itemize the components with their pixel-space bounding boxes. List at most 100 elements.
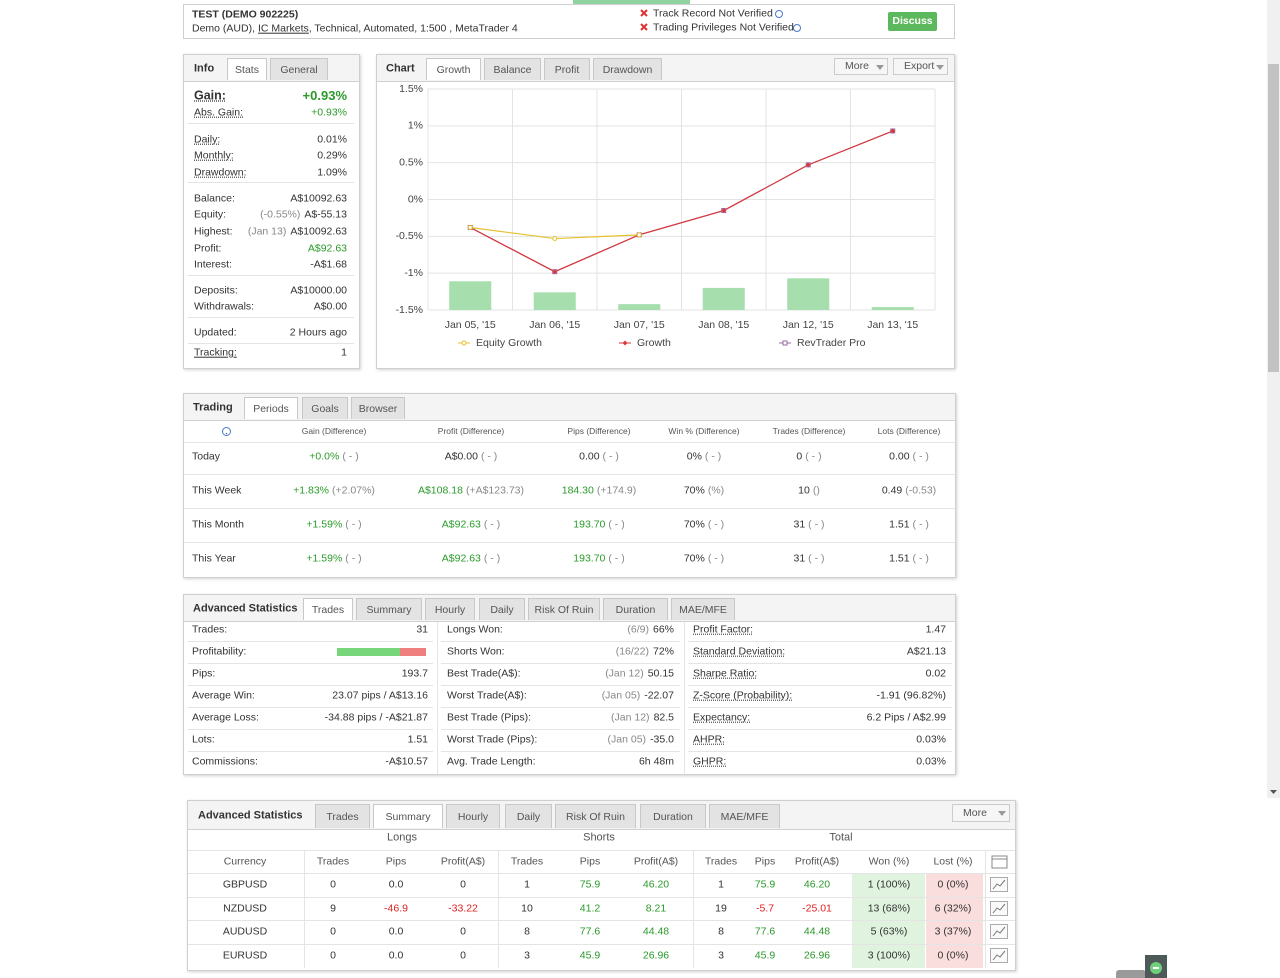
tab[interactable]: Hourly: [446, 804, 500, 828]
discuss-button[interactable]: Discuss: [888, 12, 937, 31]
period-cell: 31( - ): [793, 553, 824, 566]
tab[interactable]: Browser: [351, 397, 405, 419]
info-label: Updated:: [194, 326, 237, 339]
cell-diff: ( - ): [483, 552, 501, 565]
column-header: Pips (Difference): [567, 425, 631, 436]
stat-label: Avg. Trade Length:: [447, 755, 536, 768]
cell-value: 1.51: [889, 552, 910, 565]
tab[interactable]: Trades: [303, 598, 353, 620]
tab[interactable]: Hourly: [425, 598, 475, 620]
chat-button[interactable]: [1145, 955, 1167, 978]
help-icon[interactable]: [221, 426, 232, 437]
tab[interactable]: Summary: [356, 598, 422, 620]
column-header: Trades: [704, 855, 738, 868]
cell-diff: (+2.07%): [332, 484, 375, 497]
info-value: 0.29%: [317, 150, 347, 163]
tab[interactable]: General: [270, 58, 328, 80]
row-chart-icon[interactable]: [990, 947, 1008, 963]
stat-number: 1.47: [925, 623, 946, 636]
tab[interactable]: Summary: [373, 804, 443, 828]
info-value: 0.01%: [317, 134, 347, 147]
summary-cell: -5.7: [755, 902, 775, 915]
tab[interactable]: Duration: [640, 804, 706, 828]
row-chart-icon[interactable]: [990, 900, 1008, 916]
scroll-down[interactable]: [1268, 787, 1279, 797]
tab[interactable]: MAE/MFE: [671, 598, 735, 620]
separator: [188, 343, 354, 344]
info-label: Monthly:: [194, 149, 234, 162]
summary-cell: 1: [718, 878, 724, 891]
info-value: (-0.55%) A$-55.13: [260, 209, 347, 222]
point: [467, 224, 473, 230]
tab[interactable]: Daily: [479, 598, 525, 620]
summary-cell: 45.9: [754, 949, 776, 962]
tab[interactable]: Balance: [484, 58, 541, 80]
separator: [188, 685, 433, 686]
menu-button[interactable]: More: [834, 58, 888, 75]
legend-label: RevTrader Pro: [797, 337, 866, 349]
info-number: A$10000.00: [290, 284, 347, 297]
info-number: A$-55.13: [304, 208, 347, 221]
scrollbar-thumb[interactable]: [1268, 64, 1279, 372]
stat-note: (Jan 05): [607, 733, 647, 746]
column-header: Profit (Difference): [437, 425, 505, 436]
broker-link[interactable]: IC Markets: [258, 22, 309, 35]
stat-value: (Jan 05) -35.0: [608, 734, 674, 747]
cell-value: A$0.00: [444, 450, 478, 463]
info-number: +0.93%: [302, 88, 347, 104]
separator: [985, 850, 986, 968]
summary-cell: 0: [330, 949, 336, 962]
tab[interactable]: Duration: [603, 598, 668, 620]
info-label: Interest:: [194, 258, 232, 271]
point: [461, 340, 467, 346]
period-cell: +1.83% (+2.07%): [293, 485, 375, 498]
tab[interactable]: Risk Of Ruin: [555, 804, 636, 828]
period-label: This Month: [192, 518, 244, 531]
stat-label: Profit Factor:: [693, 623, 754, 636]
summary-cell: 44.48: [642, 925, 670, 938]
menu-button[interactable]: More: [952, 804, 1010, 822]
menu-button[interactable]: Export: [893, 58, 948, 75]
column-header: Pips: [385, 855, 407, 868]
tab[interactable]: MAE/MFE: [709, 804, 780, 828]
summary-cell: 44.48: [803, 925, 831, 938]
summary-cell: 0: [460, 878, 466, 891]
summary-cell: 1 (100%): [867, 878, 911, 891]
info-label: Daily:: [194, 133, 221, 146]
tab[interactable]: Daily: [505, 804, 552, 828]
row-chart-icon[interactable]: [990, 924, 1008, 940]
separator: [188, 707, 433, 708]
stat-note: (16/22): [615, 645, 649, 658]
period-label: This Week: [192, 484, 242, 497]
tab[interactable]: Drawdown: [593, 58, 662, 80]
info-label: Balance:: [194, 192, 235, 205]
tab[interactable]: Stats: [227, 58, 267, 80]
stat-value: -1.91 (96.82%): [877, 690, 946, 703]
stat-label: Standard Deviation:: [693, 645, 786, 658]
tab[interactable]: Profit: [544, 58, 590, 80]
columns-icon[interactable]: [991, 855, 1008, 869]
tab[interactable]: Goals: [302, 397, 348, 419]
summary-cell: 0.0: [388, 949, 404, 962]
tab[interactable]: Growth: [426, 58, 481, 80]
column-header: Currency: [223, 855, 267, 868]
stat-number: 72%: [652, 645, 674, 658]
tab[interactable]: Trades: [315, 804, 370, 828]
period-cell: 1.51( - ): [889, 519, 929, 532]
summary-cell: 46.20: [642, 878, 670, 891]
summary-cell: 8.21: [645, 902, 667, 915]
separator: [188, 850, 1015, 851]
tab[interactable]: Risk Of Ruin: [528, 598, 600, 620]
tab[interactable]: Periods: [244, 397, 298, 419]
info-label: Withdrawals:: [194, 300, 255, 313]
stat-value: -A$10.57: [385, 756, 428, 769]
row-chart-icon[interactable]: [990, 877, 1008, 892]
cell-diff: ( - ): [608, 518, 625, 531]
stat-note: (6/9): [627, 623, 649, 636]
top-tab[interactable]: [573, 0, 690, 5]
chat-tab[interactable]: [1116, 970, 1146, 978]
stat-label: Trades:: [192, 623, 228, 636]
cell-value: 31: [793, 552, 806, 565]
summary-cell: 0.0: [388, 925, 404, 938]
info-number: 1.09%: [317, 166, 347, 179]
